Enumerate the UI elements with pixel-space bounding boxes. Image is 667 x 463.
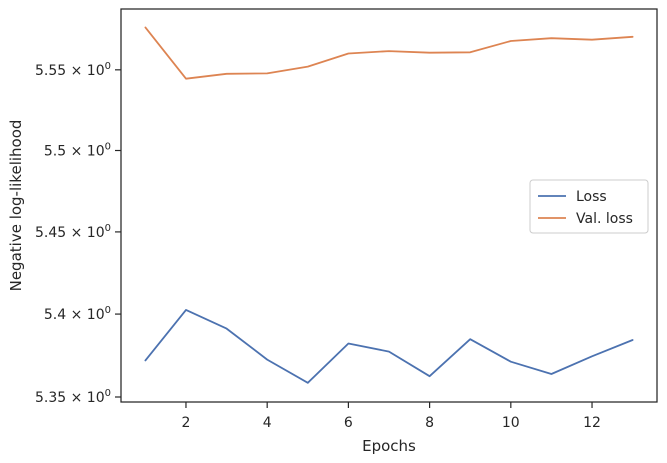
y-tick-base: 10 xyxy=(87,63,105,79)
y-tick-label: 5.4 × 100 xyxy=(44,305,111,323)
x-tick-label: 4 xyxy=(263,415,272,431)
y-tick-times: × xyxy=(66,144,87,160)
plot-area xyxy=(120,8,658,403)
x-tick-label: 2 xyxy=(182,415,191,431)
x-tick-label: 12 xyxy=(583,415,601,431)
x-tick-label: 10 xyxy=(502,415,520,431)
y-tick-base: 10 xyxy=(87,144,105,160)
y-tick-mantissa: 5.35 xyxy=(35,390,66,406)
y-tick-label: 5.55 × 100 xyxy=(35,61,111,79)
y-tick-times: × xyxy=(66,225,87,241)
y-axis-title: Negative log-likelihood xyxy=(7,120,25,292)
y-tick-times: × xyxy=(66,390,87,406)
series-lines xyxy=(144,26,634,384)
legend-label: Val. loss xyxy=(576,211,633,227)
y-tick-exponent: 0 xyxy=(105,388,111,399)
legend-label: Loss xyxy=(576,189,607,205)
y-tick-exponent: 0 xyxy=(105,142,111,153)
legend: Loss Val. loss xyxy=(529,179,649,234)
y-tick-times: × xyxy=(66,307,87,323)
y-tick-label: 5.5 × 100 xyxy=(44,142,111,160)
y-tick-mantissa: 5.55 xyxy=(35,63,66,79)
y-tick-label: 5.45 × 100 xyxy=(35,223,111,241)
x-axis-title: Epochs xyxy=(362,437,416,455)
y-tick-base: 10 xyxy=(87,307,105,323)
y-tick-mantissa: 5.4 xyxy=(44,307,66,323)
x-axis: 2 4 6 8 10 12 xyxy=(182,402,601,431)
y-tick-label: 5.35 × 100 xyxy=(35,388,111,406)
x-tick-label: 8 xyxy=(425,415,434,431)
y-tick-mantissa: 5.5 xyxy=(44,144,66,160)
y-tick-mantissa: 5.45 xyxy=(35,225,66,241)
y-tick-exponent: 0 xyxy=(105,223,111,234)
legend-box xyxy=(529,179,649,234)
y-tick-exponent: 0 xyxy=(105,61,111,72)
series-line-loss xyxy=(144,308,634,384)
y-tick-base: 10 xyxy=(87,225,105,241)
y-tick-times: × xyxy=(66,63,87,79)
y-tick-base: 10 xyxy=(87,390,105,406)
y-tick-exponent: 0 xyxy=(105,305,111,316)
series-line-val-loss xyxy=(144,26,634,80)
x-tick-label: 6 xyxy=(344,415,353,431)
